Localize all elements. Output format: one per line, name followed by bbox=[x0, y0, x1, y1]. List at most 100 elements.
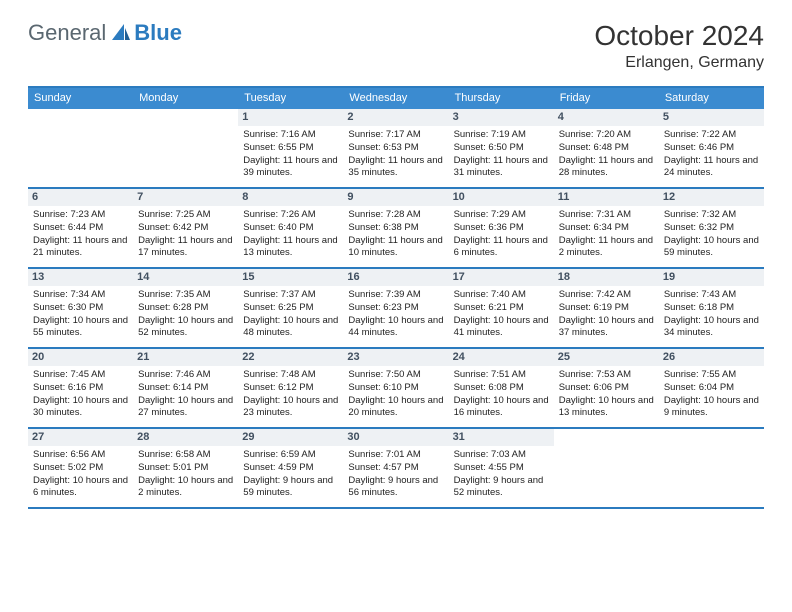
day-number: 17 bbox=[449, 269, 554, 286]
calendar-day: 29 Sunrise: 6:59 AMSunset: 4:59 PMDayligh… bbox=[238, 429, 343, 507]
calendar-day: 27Sunrise: 6:56 AMSunset: 5:02 PMDayligh… bbox=[28, 429, 133, 507]
day-number: 24 bbox=[449, 349, 554, 366]
day-number: 7 bbox=[133, 189, 238, 206]
calendar-day: 11 Sunrise: 7:31 AMSunset: 6:34 PMDayligh… bbox=[554, 189, 659, 267]
weekday-header: Saturday bbox=[659, 88, 764, 109]
day-details: Sunrise: 7:53 AMSunset: 6:06 PMDaylight:… bbox=[559, 369, 654, 420]
logo: General Blue bbox=[28, 20, 182, 46]
day-details: Sunrise: 7:40 AMSunset: 6:21 PMDaylight:… bbox=[454, 289, 549, 340]
day-details: Sunrise: 7:16 AMSunset: 6:55 PMDaylight:… bbox=[243, 129, 338, 180]
calendar-day: 18Sunrise: 7:42 AMSunset: 6:19 PMDayligh… bbox=[554, 269, 659, 347]
day-number: 13 bbox=[28, 269, 133, 286]
day-details: Sunrise: 7:31 AMSunset: 6:34 PMDaylight:… bbox=[559, 209, 654, 260]
day-number: 16 bbox=[343, 269, 448, 286]
logo-text-general: General bbox=[28, 20, 106, 46]
day-details: Sunrise: 7:03 AMSunset: 4:55 PMDaylight:… bbox=[454, 449, 549, 500]
calendar-week: 6 Sunrise: 7:23 AMSunset: 6:44 PMDaylight… bbox=[28, 189, 764, 269]
day-details: Sunrise: 7:43 AMSunset: 6:18 PMDaylight:… bbox=[664, 289, 759, 340]
calendar-day: 22 Sunrise: 7:48 AMSunset: 6:12 PMDayligh… bbox=[238, 349, 343, 427]
calendar-day: 6 Sunrise: 7:23 AMSunset: 6:44 PMDaylight… bbox=[28, 189, 133, 267]
day-details: Sunrise: 7:55 AMSunset: 6:04 PMDaylight:… bbox=[664, 369, 759, 420]
day-details: Sunrise: 7:32 AMSunset: 6:32 PMDaylight:… bbox=[664, 209, 759, 260]
logo-text-blue: Blue bbox=[134, 20, 182, 46]
day-details: Sunrise: 7:01 AMSunset: 4:57 PMDaylight:… bbox=[348, 449, 443, 500]
calendar-day: 16 Sunrise: 7:39 AMSunset: 6:23 PMDayligh… bbox=[343, 269, 448, 347]
day-number: 14 bbox=[133, 269, 238, 286]
logo-sail-icon bbox=[110, 22, 132, 47]
weekday-header-row: SundayMondayTuesdayWednesdayThursdayFrid… bbox=[28, 88, 764, 109]
day-details: Sunrise: 7:50 AMSunset: 6:10 PMDaylight:… bbox=[348, 369, 443, 420]
weekday-header: Wednesday bbox=[343, 88, 448, 109]
day-number: 20 bbox=[28, 349, 133, 366]
day-details: Sunrise: 7:25 AMSunset: 6:42 PMDaylight:… bbox=[138, 209, 233, 260]
day-number: 9 bbox=[343, 189, 448, 206]
day-number: 15 bbox=[238, 269, 343, 286]
calendar-day: 19 Sunrise: 7:43 AMSunset: 6:18 PMDayligh… bbox=[659, 269, 764, 347]
calendar-day: 7 Sunrise: 7:25 AMSunset: 6:42 PMDaylight… bbox=[133, 189, 238, 267]
day-number: 11 bbox=[554, 189, 659, 206]
weekday-header: Tuesday bbox=[238, 88, 343, 109]
calendar-day: 31 Sunrise: 7:03 AMSunset: 4:55 PMDayligh… bbox=[449, 429, 554, 507]
calendar-day: 12 Sunrise: 7:32 AMSunset: 6:32 PMDayligh… bbox=[659, 189, 764, 267]
calendar-day: 15 Sunrise: 7:37 AMSunset: 6:25 PMDayligh… bbox=[238, 269, 343, 347]
location-label: Erlangen, Germany bbox=[594, 54, 764, 72]
day-details: Sunrise: 7:35 AMSunset: 6:28 PMDaylight:… bbox=[138, 289, 233, 340]
day-number: 30 bbox=[343, 429, 448, 446]
calendar-day bbox=[659, 429, 764, 507]
day-number: 1 bbox=[238, 109, 343, 126]
day-number: 5 bbox=[659, 109, 764, 126]
day-number: 21 bbox=[133, 349, 238, 366]
day-number: 19 bbox=[659, 269, 764, 286]
calendar-day: 17 Sunrise: 7:40 AMSunset: 6:21 PMDayligh… bbox=[449, 269, 554, 347]
day-details: Sunrise: 7:48 AMSunset: 6:12 PMDaylight:… bbox=[243, 369, 338, 420]
day-number: 10 bbox=[449, 189, 554, 206]
day-details: Sunrise: 7:22 AMSunset: 6:46 PMDaylight:… bbox=[664, 129, 759, 180]
day-number: 31 bbox=[449, 429, 554, 446]
day-number: 4 bbox=[554, 109, 659, 126]
day-details: Sunrise: 7:29 AMSunset: 6:36 PMDaylight:… bbox=[454, 209, 549, 260]
calendar-day: 30 Sunrise: 7:01 AMSunset: 4:57 PMDayligh… bbox=[343, 429, 448, 507]
calendar-week: 1 Sunrise: 7:16 AMSunset: 6:55 PMDaylight… bbox=[28, 109, 764, 189]
calendar-day: 14 Sunrise: 7:35 AMSunset: 6:28 PMDayligh… bbox=[133, 269, 238, 347]
day-details: Sunrise: 7:28 AMSunset: 6:38 PMDaylight:… bbox=[348, 209, 443, 260]
title-block: October 2024 Erlangen, Germany bbox=[594, 20, 764, 72]
day-number: 22 bbox=[238, 349, 343, 366]
calendar-day: 26Sunrise: 7:55 AMSunset: 6:04 PMDayligh… bbox=[659, 349, 764, 427]
day-number: 25 bbox=[554, 349, 659, 366]
calendar-day: 20 Sunrise: 7:45 AMSunset: 6:16 PMDayligh… bbox=[28, 349, 133, 427]
day-number: 12 bbox=[659, 189, 764, 206]
day-number: 27 bbox=[28, 429, 133, 446]
calendar-day bbox=[133, 109, 238, 187]
day-details: Sunrise: 6:59 AMSunset: 4:59 PMDaylight:… bbox=[243, 449, 338, 500]
day-number: 29 bbox=[238, 429, 343, 446]
day-details: Sunrise: 7:45 AMSunset: 6:16 PMDaylight:… bbox=[33, 369, 128, 420]
day-number: 2 bbox=[343, 109, 448, 126]
calendar-day: 23 Sunrise: 7:50 AMSunset: 6:10 PMDayligh… bbox=[343, 349, 448, 427]
day-details: Sunrise: 7:19 AMSunset: 6:50 PMDaylight:… bbox=[454, 129, 549, 180]
day-details: Sunrise: 7:17 AMSunset: 6:53 PMDaylight:… bbox=[348, 129, 443, 180]
day-details: Sunrise: 7:37 AMSunset: 6:25 PMDaylight:… bbox=[243, 289, 338, 340]
calendar-day: 25 Sunrise: 7:53 AMSunset: 6:06 PMDayligh… bbox=[554, 349, 659, 427]
day-details: Sunrise: 7:20 AMSunset: 6:48 PMDaylight:… bbox=[559, 129, 654, 180]
header: General Blue October 2024 Erlangen, Germ… bbox=[0, 0, 792, 78]
calendar-day: 21 Sunrise: 7:46 AMSunset: 6:14 PMDayligh… bbox=[133, 349, 238, 427]
day-number: 23 bbox=[343, 349, 448, 366]
day-number: 3 bbox=[449, 109, 554, 126]
calendar-day: 5 Sunrise: 7:22 AMSunset: 6:46 PMDaylight… bbox=[659, 109, 764, 187]
weekday-header: Sunday bbox=[28, 88, 133, 109]
calendar-day bbox=[28, 109, 133, 187]
day-number: 8 bbox=[238, 189, 343, 206]
day-number: 6 bbox=[28, 189, 133, 206]
calendar-week: 27Sunrise: 6:56 AMSunset: 5:02 PMDayligh… bbox=[28, 429, 764, 509]
calendar-day: 13Sunrise: 7:34 AMSunset: 6:30 PMDayligh… bbox=[28, 269, 133, 347]
day-details: Sunrise: 7:23 AMSunset: 6:44 PMDaylight:… bbox=[33, 209, 128, 260]
weekday-header: Monday bbox=[133, 88, 238, 109]
calendar-week: 20 Sunrise: 7:45 AMSunset: 6:16 PMDayligh… bbox=[28, 349, 764, 429]
calendar-day: 28Sunrise: 6:58 AMSunset: 5:01 PMDayligh… bbox=[133, 429, 238, 507]
calendar-day: 4 Sunrise: 7:20 AMSunset: 6:48 PMDaylight… bbox=[554, 109, 659, 187]
day-details: Sunrise: 7:39 AMSunset: 6:23 PMDaylight:… bbox=[348, 289, 443, 340]
calendar-day: 8Sunrise: 7:26 AMSunset: 6:40 PMDaylight… bbox=[238, 189, 343, 267]
calendar-day: 9 Sunrise: 7:28 AMSunset: 6:38 PMDaylight… bbox=[343, 189, 448, 267]
day-details: Sunrise: 7:46 AMSunset: 6:14 PMDaylight:… bbox=[138, 369, 233, 420]
day-details: Sunrise: 6:58 AMSunset: 5:01 PMDaylight:… bbox=[138, 449, 233, 500]
